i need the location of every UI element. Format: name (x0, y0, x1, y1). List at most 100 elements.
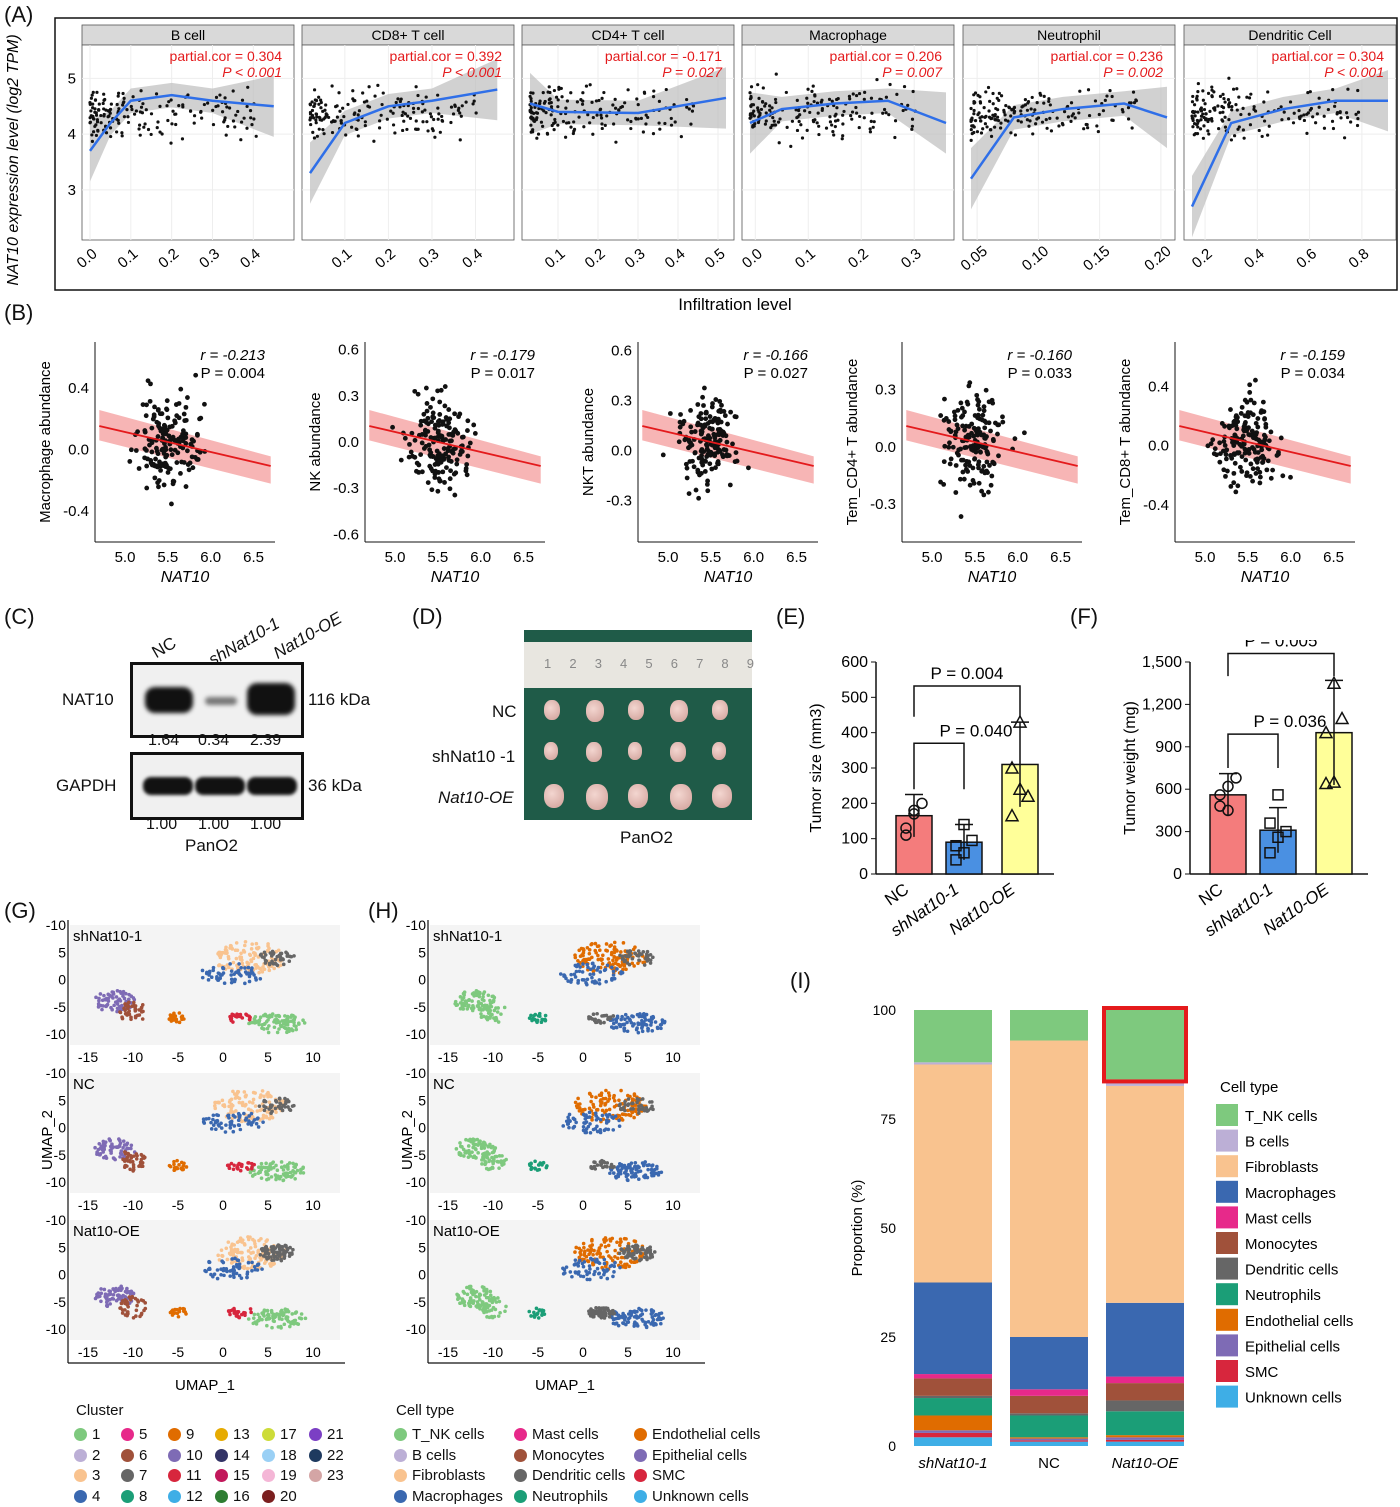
umap-point (120, 1016, 125, 1021)
umap-point (215, 1276, 220, 1281)
facet-point (1306, 90, 1310, 95)
b-point (444, 465, 449, 470)
umap-point (301, 1165, 305, 1170)
umap-point (134, 1157, 139, 1161)
umap-point (271, 1312, 276, 1317)
umap-point (489, 1145, 494, 1150)
facet-point (882, 107, 887, 112)
umap-point (275, 1257, 280, 1261)
b-ytick: 0.3 (611, 392, 632, 409)
umap-point (588, 967, 593, 972)
facet-point (768, 108, 772, 112)
b-point (427, 447, 433, 453)
umap-point (239, 1239, 244, 1243)
b-point (181, 460, 187, 465)
umap-point (252, 1239, 257, 1243)
umap-point (614, 948, 618, 952)
umap-point (578, 965, 582, 969)
umap-point (206, 1267, 211, 1272)
b-point (428, 404, 433, 410)
b-point (981, 463, 987, 469)
umap-point (581, 1241, 586, 1246)
facet-point (1235, 87, 1239, 91)
facet-point (757, 96, 761, 101)
umap-point (576, 959, 580, 963)
b-point (153, 456, 158, 462)
facet-point (122, 115, 127, 119)
umap-point (617, 1098, 621, 1103)
facet-point (893, 135, 897, 140)
umap-point (607, 1112, 612, 1117)
facet-point (617, 108, 621, 113)
band-gapdh-oe (247, 777, 297, 795)
facet-point (381, 91, 385, 95)
panel-label-b: (B) (4, 300, 34, 325)
facet-point (983, 115, 987, 119)
facet-point (330, 84, 334, 88)
facet-point (544, 111, 548, 115)
b-point (448, 468, 453, 474)
facet-point (858, 114, 862, 119)
b-point (725, 421, 730, 427)
umap-xtick: 0 (579, 1197, 587, 1213)
b-point (412, 388, 418, 394)
umap-ytick: 0 (58, 1120, 66, 1136)
umap-point (588, 1130, 593, 1135)
facet-point (1192, 103, 1197, 107)
facet-point (312, 104, 316, 109)
b-point (938, 413, 944, 418)
facet-point (542, 109, 546, 113)
b-point (162, 460, 168, 466)
facet-loess-line (749, 99, 947, 125)
facet-point (811, 84, 815, 88)
b-point (947, 461, 953, 467)
tumor-sample (586, 784, 608, 810)
umap-point (486, 1011, 491, 1015)
umap-point (200, 975, 205, 980)
b-regression-line (642, 425, 814, 467)
facet-point (317, 115, 321, 119)
b-point (941, 459, 947, 465)
b-point (715, 419, 721, 425)
umap-point (172, 1159, 176, 1164)
umap-point (454, 1147, 459, 1151)
umap-point (530, 1018, 534, 1023)
facet-point (324, 103, 328, 107)
umap-point (650, 1163, 655, 1167)
umap-point (211, 1123, 216, 1128)
umap-point (243, 939, 248, 944)
blot-row-gapdh-label: GAPDH (56, 776, 117, 795)
umap-point (260, 1317, 264, 1322)
umap-point (629, 1254, 634, 1258)
panel-label-e: (E) (776, 604, 806, 629)
b-point (709, 426, 715, 432)
umap-point (231, 1089, 235, 1094)
umap-point (573, 1258, 578, 1262)
umap-point (229, 1016, 234, 1021)
b-point (951, 409, 957, 415)
facet-point (529, 96, 533, 101)
umap-point (595, 1266, 600, 1271)
umap-point (236, 1314, 241, 1319)
facet-point (1033, 108, 1037, 112)
umap-point (467, 998, 472, 1002)
facet-point (1262, 100, 1266, 104)
facet-point (249, 116, 253, 120)
umap-point (611, 1021, 616, 1026)
panel-label-d: (D) (412, 604, 443, 629)
data-point (958, 847, 970, 859)
facet-point (591, 115, 595, 120)
umap-point (641, 1247, 646, 1252)
umap-point (609, 1256, 613, 1260)
umap-point (263, 953, 268, 957)
umap-point (119, 1149, 124, 1153)
umap-point (223, 1130, 228, 1134)
facet-point (869, 119, 873, 124)
umap-ytick: 5 (418, 944, 426, 960)
umap-point (201, 1120, 206, 1124)
facet-point (239, 138, 243, 142)
facet-point (828, 115, 832, 119)
facet-xtick: 0.15 (1080, 243, 1113, 275)
facet-point (1047, 97, 1051, 101)
umap-point (258, 1255, 262, 1260)
